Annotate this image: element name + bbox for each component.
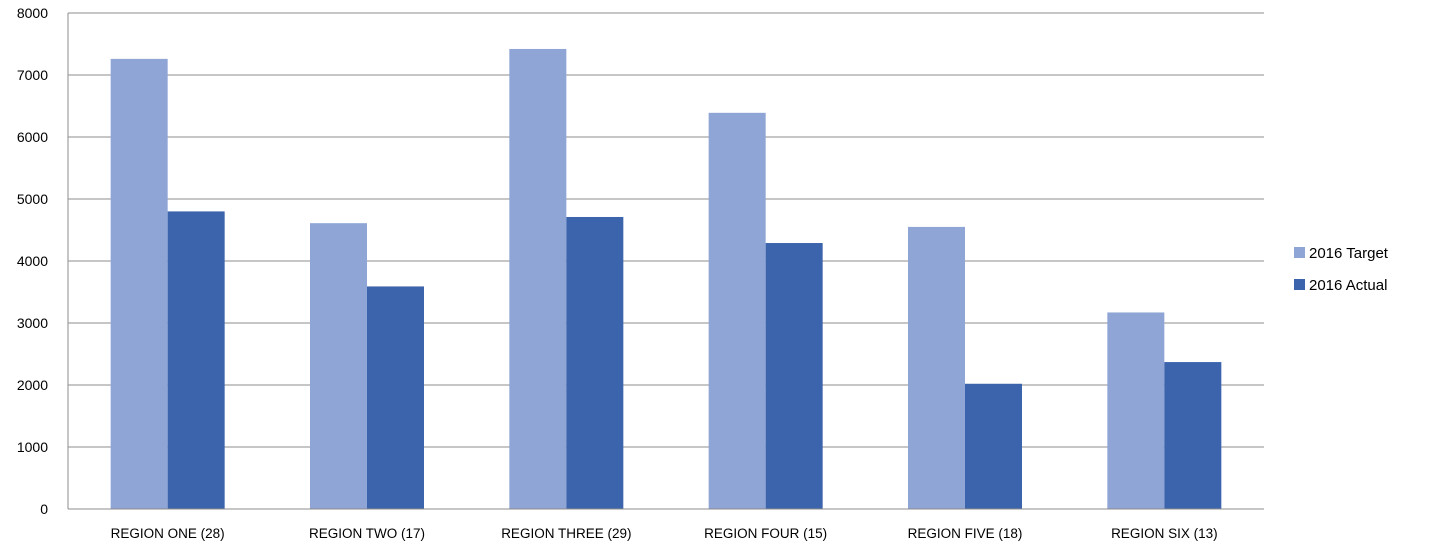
bar-2016-target [509,48,567,510]
bar-2016-target [310,223,367,509]
legend-label: 2016 Actual [1309,277,1387,294]
bar-2016-target [110,58,168,509]
bar-2016-target [1107,312,1165,509]
legend: 2016 Target 2016 Actual [1294,245,1389,294]
bar-2016-actual [367,286,424,509]
x-tick-label: REGION THREE (29) [501,526,631,541]
bar-2016-actual [167,211,225,509]
y-tick-label: 7000 [17,67,48,83]
gridlines [68,12,1264,510]
y-tick-label: 0 [40,501,48,517]
x-tick-label: REGION FOUR (15) [704,526,827,541]
y-tick-label: 5000 [17,191,48,207]
y-tick-label: 8000 [17,5,48,21]
legend-swatch [1294,279,1305,290]
bar-2016-target [708,112,766,509]
legend-label: 2016 Target [1309,245,1389,262]
bar-2016-actual [1164,362,1222,509]
y-tick-label: 4000 [17,253,48,269]
bar-2016-target [908,226,965,509]
legend-swatch [1294,247,1305,258]
y-tick-label: 6000 [17,129,48,145]
y-tick-label: 3000 [17,315,48,331]
bar-2016-actual [566,216,624,510]
y-tick-label: 2000 [17,377,48,393]
x-tick-label: REGION ONE (28) [111,526,225,541]
x-tick-label: REGION TWO (17) [309,526,425,541]
bars [110,48,1222,510]
x-tick-label: REGION FIVE (18) [908,526,1023,541]
y-tick-label: 1000 [17,439,48,455]
axes: 0 1000 2000 3000 4000 5000 6000 7000 8000 REGION … [17,5,1264,541]
bar-2016-actual [765,243,823,509]
bar-2016-actual [965,383,1022,509]
x-tick-label: REGION SIX (13) [1111,526,1218,541]
